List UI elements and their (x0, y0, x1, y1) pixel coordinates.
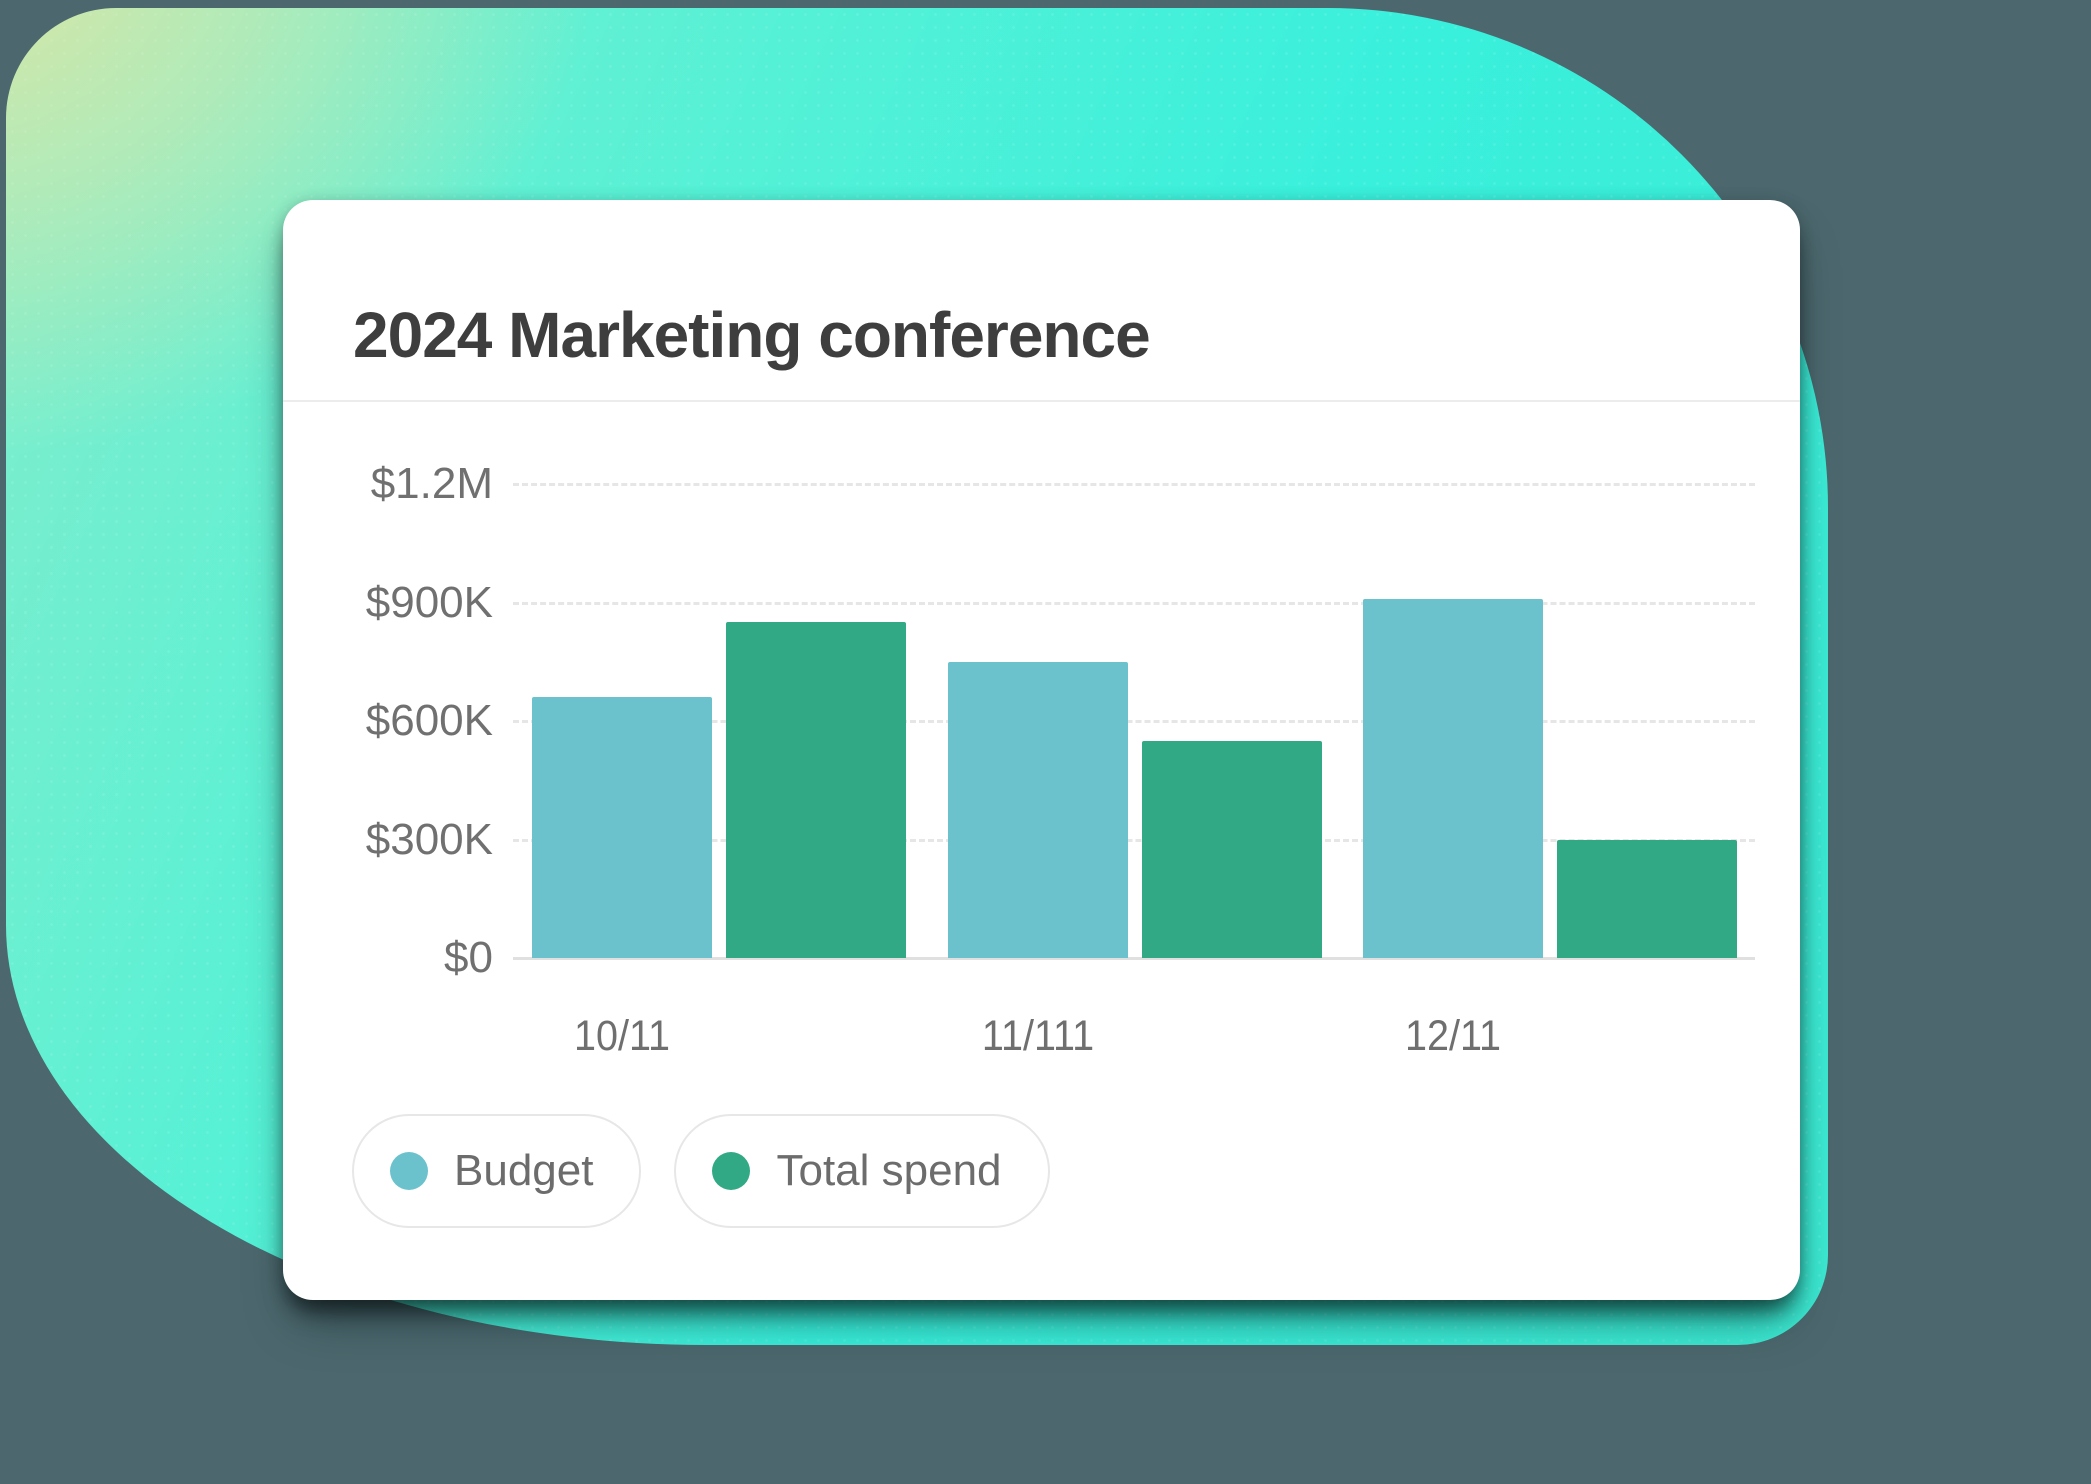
x-axis-category-label: 11/111 (981, 1012, 1094, 1060)
bar-budget-12/11[interactable] (1363, 598, 1543, 958)
y-axis-tick-label: $600K (365, 696, 493, 745)
bar-chart-plot-area (513, 483, 1755, 960)
y-axis-tick-label: $900K (365, 577, 493, 627)
gridline (513, 838, 1755, 842)
legend-item-total-spend[interactable]: Total spend (674, 1114, 1050, 1228)
gridline (513, 720, 1755, 723)
bar-total-spend-12/11[interactable] (1557, 839, 1737, 958)
gridline (513, 483, 1755, 486)
bar-total-spend-11/111[interactable] (1141, 740, 1322, 958)
y-axis-tick-label: $0 (444, 933, 493, 982)
legend-dot-icon (390, 1152, 428, 1190)
header-divider (283, 400, 1800, 402)
y-axis-tick-label: $300K (365, 814, 493, 864)
card-title: 2024 Marketing conference (353, 299, 1151, 371)
legend-item-label: Budget (454, 1146, 594, 1195)
chart-card: 2024 Marketing conference 10/11 11/111 12/… (283, 200, 1800, 1300)
bar-total-spend-10/11[interactable] (726, 622, 906, 958)
gridline (513, 601, 1755, 605)
y-axis-tick-label: $1.2M (370, 459, 493, 508)
bar-budget-11/111[interactable] (947, 661, 1128, 958)
legend-item-budget[interactable]: Budget (352, 1114, 642, 1228)
chart-legend: Budget Total spend (352, 1114, 1050, 1228)
x-axis-category-label: 10/11 (573, 1012, 671, 1060)
legend-dot-icon (712, 1152, 751, 1190)
legend-item-label: Total spend (776, 1146, 1002, 1195)
gridline (513, 957, 1755, 960)
bar-budget-10/11[interactable] (532, 697, 712, 958)
x-axis-category-label: 12/11 (1404, 1012, 1502, 1060)
